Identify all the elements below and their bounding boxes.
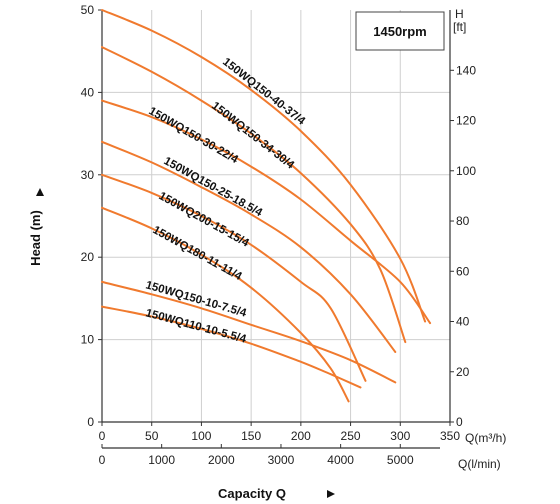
y-axis-arrow-icon (36, 188, 44, 196)
x-tick-label: 300 (390, 429, 410, 443)
curve-labels: 150WQ150-40-37/4150WQ150-34-30/4150WQ150… (144, 56, 307, 346)
right-axis-unit-h: H (455, 7, 464, 21)
y2-tick-label: 20 (456, 365, 470, 379)
x-tick-label: 250 (341, 429, 361, 443)
curve-5 (101, 173, 367, 382)
y-tick-label: 30 (81, 168, 95, 182)
curve-4 (101, 140, 397, 353)
x-axis-unit-lmin: Q(l/min) (458, 457, 501, 471)
curve-1 (101, 9, 427, 323)
curve-8 (101, 305, 362, 389)
performance-curves (101, 9, 432, 403)
y2-tick-label: 60 (456, 264, 470, 278)
curve-2 (101, 46, 407, 344)
y2-tick-label: 100 (456, 164, 476, 178)
x-axis-arrow-icon (327, 490, 335, 498)
y2-tick-label: 0 (456, 415, 463, 429)
x-tick-label: 200 (291, 429, 311, 443)
curve-6 (101, 206, 350, 403)
x2-tick-label: 1000 (148, 453, 175, 467)
right-axis-unit-ft: [ft] (453, 20, 466, 34)
x-axis-unit-m3h: Q(m³/h) (465, 431, 506, 445)
x2-tick-label: 5000 (387, 453, 414, 467)
x-tick-label: 150 (241, 429, 261, 443)
y2-tick-label: 120 (456, 114, 476, 128)
x2-tick-label: 3000 (268, 453, 295, 467)
y-tick-label: 40 (81, 85, 95, 99)
x2-tick-label: 0 (99, 453, 106, 467)
x-tick-label: 350 (440, 429, 460, 443)
curve-3 (101, 99, 432, 325)
rpm-box (355, 11, 445, 51)
x-tick-label: 0 (99, 429, 106, 443)
x2-tick-label: 4000 (327, 453, 354, 467)
gridlines (102, 10, 450, 422)
y-axis-title: Head (m) (28, 210, 43, 266)
x-tick-label: 100 (191, 429, 211, 443)
y-tick-label: 10 (81, 333, 95, 347)
rpm-label: 1450rpm (373, 24, 426, 39)
y-tick-label: 20 (81, 250, 95, 264)
curve-7 (101, 280, 397, 384)
x-tick-label: 50 (145, 429, 159, 443)
y-tick-label: 0 (87, 415, 94, 429)
x2-tick-label: 2000 (208, 453, 235, 467)
y2-tick-label: 40 (456, 315, 470, 329)
y2-tick-label: 140 (456, 63, 476, 77)
y-tick-label: 50 (81, 3, 95, 17)
y2-tick-label: 80 (456, 214, 470, 228)
x-axis-title: Capacity Q (218, 486, 286, 501)
axes: 0 10 20 30 40 50 0 20 40 60 80 100 120 140 0 50 100 150 20… (81, 3, 477, 467)
